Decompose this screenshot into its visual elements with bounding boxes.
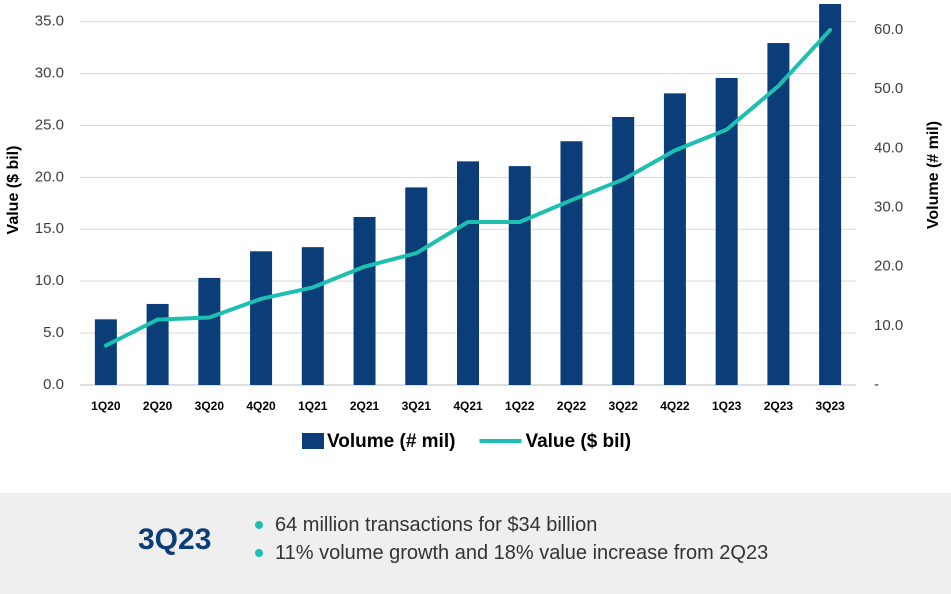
bar <box>353 216 376 385</box>
x-tick-label: 2Q20 <box>143 399 173 413</box>
y-axis-title: Value ($ bil) <box>5 146 22 235</box>
x-tick-label: 1Q23 <box>712 399 742 413</box>
bar <box>612 116 635 385</box>
bar <box>94 319 117 385</box>
bar <box>250 251 273 385</box>
x-tick-label: 4Q21 <box>453 399 483 413</box>
y-tick-label: 20.0 <box>35 168 64 185</box>
y-tick-label: 5.0 <box>43 324 64 341</box>
bullet: 11% volume growth and 18% value increase… <box>255 539 768 567</box>
x-tick-label: 1Q21 <box>298 399 328 413</box>
x-tick-label: 1Q20 <box>91 399 121 413</box>
y-tick-label: 30.0 <box>35 65 64 82</box>
bar <box>405 187 428 385</box>
chart: Value ($ bil) Volume (# mil) 0.0 5.0 10.0 1… <box>5 4 942 452</box>
summary-list: 64 million transactions for $34 billion … <box>255 511 768 567</box>
bar <box>767 43 790 386</box>
bar <box>819 4 842 385</box>
x-tick-label: 3Q23 <box>815 399 845 413</box>
x-tick-label: 3Q22 <box>609 399 639 413</box>
bar <box>301 247 324 385</box>
legend-swatch <box>302 433 324 449</box>
x-tick-label: 4Q22 <box>660 399 690 413</box>
summary-label: 3Q23 <box>138 523 212 556</box>
y-tick-label: 35.0 <box>35 13 64 30</box>
y-tick-label: 10.0 <box>35 272 64 289</box>
y-tick-label: 25.0 <box>35 116 64 133</box>
y2-axis-title: Volume (# mil) <box>925 121 942 229</box>
bar <box>508 166 531 385</box>
x-tick-label: 3Q21 <box>402 399 432 413</box>
x-tick-label: 2Q22 <box>557 399 587 413</box>
x-tick-label: 2Q21 <box>350 399 380 413</box>
bullet: 64 million transactions for $34 billion <box>255 511 768 539</box>
y2-tick-label: 60.0 <box>874 21 903 38</box>
legend-label: Value ($ bil) <box>525 431 631 452</box>
summary-panel: 3Q23 64 million transactions for $34 bil… <box>0 493 951 594</box>
x-tick-label: 2Q23 <box>764 399 794 413</box>
line <box>103 27 833 348</box>
x-tick-label: 1Q22 <box>505 399 535 413</box>
bar <box>457 161 479 385</box>
y-tick-label: 15.0 <box>35 220 64 237</box>
x-tick-label: 3Q20 <box>195 399 225 413</box>
y-tick-label: 0.0 <box>43 376 64 393</box>
bar <box>560 141 583 385</box>
y2-tick-label: 30.0 <box>874 198 903 215</box>
y2-tick-label: - <box>874 376 879 393</box>
legend-label: Volume (# mil) <box>327 431 455 452</box>
y2-tick-label: 50.0 <box>874 80 903 97</box>
y2-tick-label: 10.0 <box>874 317 903 334</box>
bar <box>715 77 738 385</box>
bar <box>663 93 686 385</box>
x-tick-label: 4Q20 <box>246 399 276 413</box>
y2-tick-label: 20.0 <box>874 258 903 275</box>
y2-tick-label: 40.0 <box>874 139 903 156</box>
bar <box>146 303 169 385</box>
bar <box>198 277 221 385</box>
